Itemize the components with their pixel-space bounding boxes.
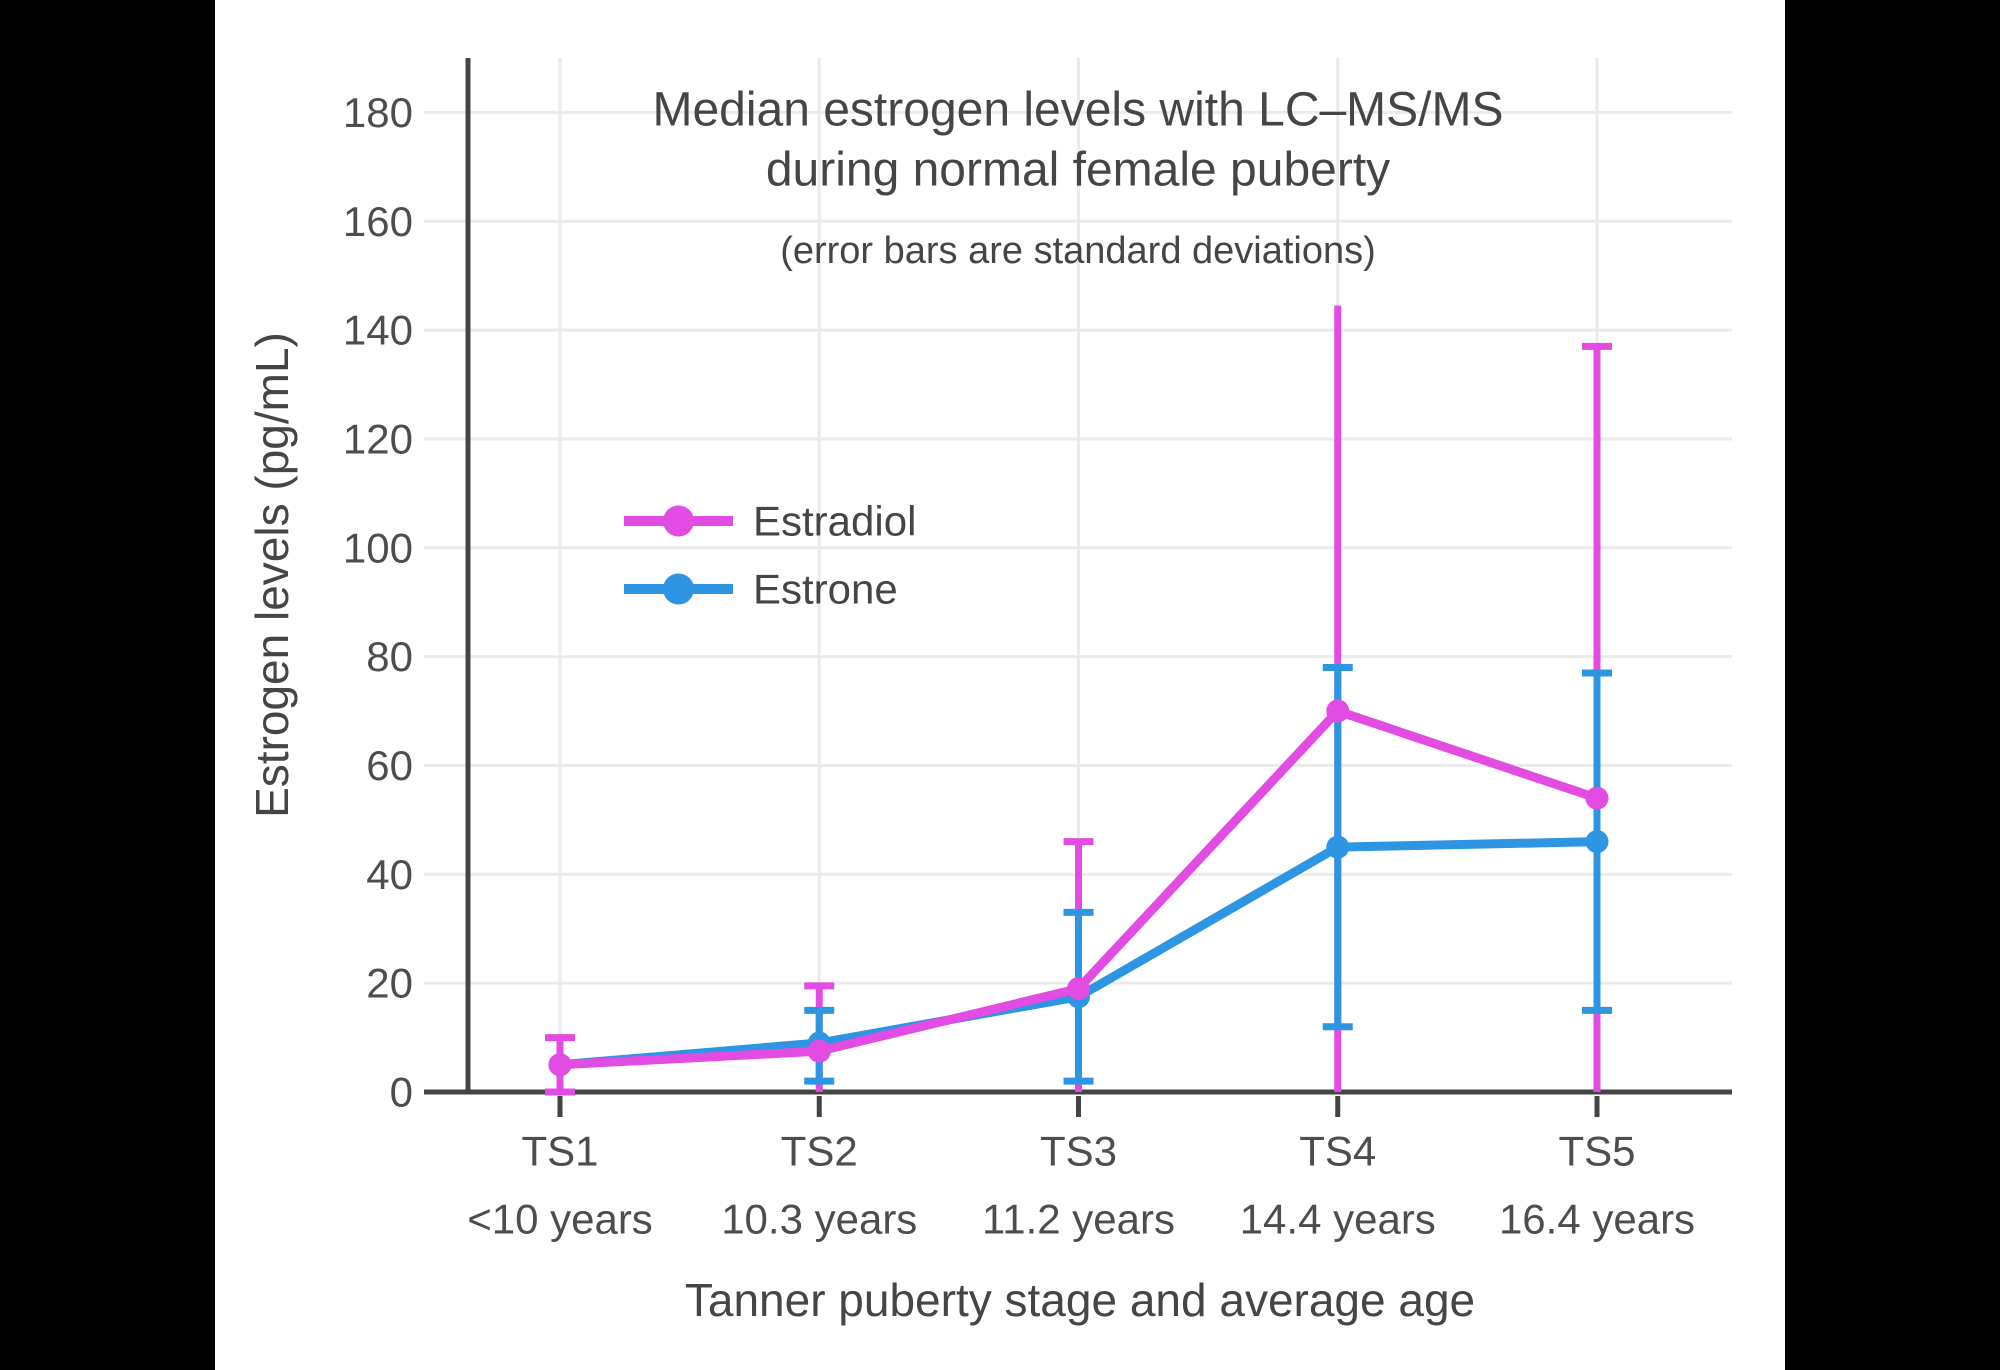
x-tick-age-label: <10 years bbox=[467, 1196, 653, 1243]
series-estradiol-point bbox=[807, 1039, 831, 1063]
x-tick-label: TS1 bbox=[521, 1128, 598, 1175]
x-tick-age-label: 14.4 years bbox=[1240, 1196, 1436, 1243]
y-tick-label: 100 bbox=[343, 524, 413, 571]
chart-title-line1: Median estrogen levels with LC–MS/MS bbox=[652, 84, 1503, 137]
y-tick-label: 0 bbox=[390, 1069, 413, 1116]
y-tick-label: 180 bbox=[343, 89, 413, 136]
series-estradiol-point bbox=[1067, 977, 1090, 1001]
legend-swatch-point bbox=[663, 573, 694, 605]
y-tick-label: 20 bbox=[366, 960, 413, 1007]
y-tick-label: 140 bbox=[343, 307, 413, 354]
legend-item-estrone: Estrone bbox=[624, 566, 898, 613]
x-tick-label: TS4 bbox=[1299, 1128, 1376, 1175]
x-tick-age-label: 16.4 years bbox=[1499, 1196, 1695, 1243]
series-estradiol-point bbox=[1585, 786, 1609, 810]
series-estradiol-point bbox=[548, 1053, 572, 1077]
x-tick-age-label: 10.3 years bbox=[721, 1196, 917, 1243]
y-tick-labels: 0 20 40 60 80 100 120 140 160 180 bbox=[343, 89, 413, 1116]
legend-label: Estrone bbox=[753, 566, 898, 613]
y-tick-label: 80 bbox=[366, 633, 413, 680]
series-estrone-point bbox=[1585, 830, 1609, 854]
chart-title-line2: during normal female puberty bbox=[766, 144, 1390, 197]
x-axis-title: Tanner puberty stage and average age bbox=[685, 1274, 1475, 1326]
series-estradiol bbox=[548, 699, 1609, 1077]
y-tick-label: 160 bbox=[343, 198, 413, 245]
x-tick-labels: TS1 TS2 TS3 TS4 TS5 <10 years 10.3 years 11.2 y… bbox=[467, 1128, 1695, 1243]
y-axis-title: Estrogen levels (pg/mL) bbox=[246, 332, 298, 818]
legend-item-estradiol: Estradiol bbox=[624, 498, 916, 545]
figure-background bbox=[215, 0, 1785, 1370]
legend-swatch-point bbox=[663, 505, 694, 537]
y-tick-label: 40 bbox=[366, 851, 413, 898]
y-tick-label: 120 bbox=[343, 415, 413, 462]
x-tick-label: TS3 bbox=[1040, 1128, 1117, 1175]
x-tick-label: TS2 bbox=[781, 1128, 858, 1175]
x-tick-label: TS5 bbox=[1558, 1128, 1635, 1175]
series-estrone-point bbox=[1326, 835, 1350, 859]
x-tick-age-label: 11.2 years bbox=[982, 1196, 1175, 1243]
chart-subtitle: (error bars are standard deviations) bbox=[780, 230, 1376, 272]
legend-label: Estradiol bbox=[753, 498, 916, 545]
series-estradiol-point bbox=[1326, 699, 1350, 723]
y-tick-label: 60 bbox=[366, 742, 413, 789]
